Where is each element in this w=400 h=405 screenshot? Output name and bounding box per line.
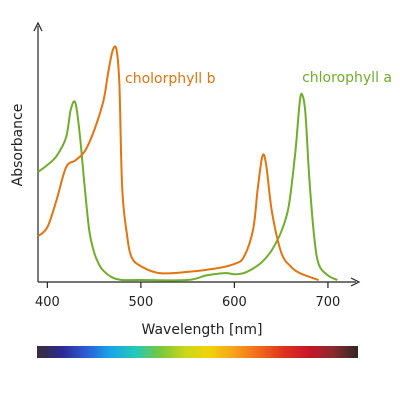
x-axis-label: Wavelength [nm] xyxy=(142,322,263,338)
x-tick-label: 700 xyxy=(316,295,341,310)
series-line-chlorophyll-b xyxy=(37,45,319,281)
series-line-chlorophyll-a xyxy=(37,92,338,282)
x-tick-label: 600 xyxy=(222,295,247,310)
x-axis-arrow xyxy=(350,277,361,287)
y-axis-label: Absorbance xyxy=(10,104,26,187)
series-label: cholorphyll b xyxy=(125,71,216,87)
visible-spectrum-bar xyxy=(37,346,358,358)
series-label: chlorophyll a xyxy=(302,70,392,86)
series-layer: chlorophyll a cholorphyll b xyxy=(37,45,392,282)
x-tick-label: 400 xyxy=(35,295,60,310)
x-axis-ticks: 400 500 600 700 xyxy=(35,282,340,310)
y-axis-arrow xyxy=(33,21,43,32)
x-tick-label: 500 xyxy=(128,295,153,310)
axes xyxy=(33,21,361,287)
